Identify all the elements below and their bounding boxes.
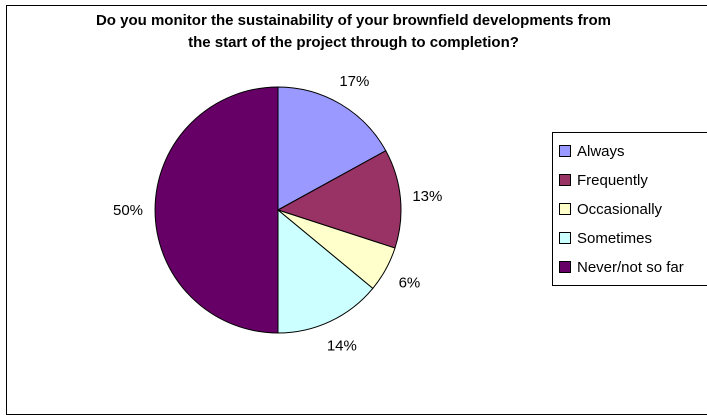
data-label-sometimes: 14% <box>327 338 357 355</box>
legend-item-always: Always <box>559 140 625 162</box>
legend-swatch-frequently <box>559 174 571 186</box>
legend-item-sometimes: Sometimes <box>559 227 652 249</box>
chart-legend: Always Frequently Occasionally Sometimes Nev… <box>552 132 707 286</box>
legend-label-always: Always <box>577 142 625 160</box>
legend-item-never-not-so-far: Never/not so far <box>559 256 684 278</box>
legend-label-sometimes: Sometimes <box>577 229 653 247</box>
legend-swatch-never-not-so-far <box>559 261 571 273</box>
legend-item-frequently: Frequently <box>559 169 648 191</box>
chart-title-line-2: the start of the project through to comp… <box>188 34 519 51</box>
data-label-occasionally: 6% <box>399 274 421 291</box>
data-label-always: 17% <box>339 73 369 90</box>
legend-label-occasionally: Occasionally <box>577 200 663 218</box>
pie-slice-frequently <box>276 150 402 249</box>
pie-slice-always <box>277 86 387 211</box>
pie-slice-sometimes <box>277 208 374 334</box>
legend-swatch-occasionally <box>559 203 571 215</box>
legend-item-occasionally: Occasionally <box>559 198 662 220</box>
chart-title: Do you monitor the sustainability of you… <box>0 10 707 54</box>
legend-swatch-always <box>559 145 571 157</box>
legend-label-frequently: Frequently <box>577 171 648 189</box>
chart-title-line-1: Do you monitor the sustainability of you… <box>95 12 612 29</box>
data-label-never-not-so-far: 50% <box>113 202 143 219</box>
legend-label-never-not-so-far: Never/not so far <box>577 258 684 276</box>
legend-swatch-sometimes <box>559 232 571 244</box>
data-label-frequently: 13% <box>412 188 442 205</box>
pie-slice-never-not-so-far <box>154 86 279 334</box>
